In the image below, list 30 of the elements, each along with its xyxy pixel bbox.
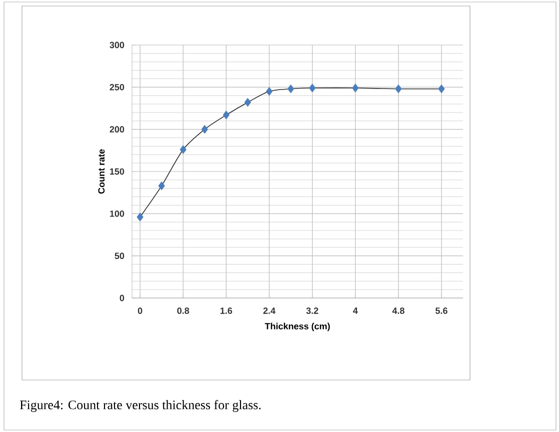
x-tick-label: 0 <box>138 308 142 314</box>
y-tick-label: 100 <box>110 210 124 217</box>
point <box>308 84 316 92</box>
x-tick-label: 4 <box>353 308 358 314</box>
y-tick-label: 300 <box>110 42 124 48</box>
point <box>136 212 144 222</box>
y-tick-label: 150 <box>110 168 124 175</box>
y-axis-title: Count rate <box>98 149 105 194</box>
x-tick-label: 4.8 <box>392 308 404 314</box>
y-tick-label: 200 <box>110 126 124 133</box>
x-tick-label: 2.4 <box>263 308 276 314</box>
x-tick-label: 1.6 <box>220 308 232 314</box>
point <box>244 98 252 107</box>
point <box>287 84 294 94</box>
point <box>222 110 230 120</box>
point <box>352 84 359 92</box>
y-tick-label: 0 <box>120 294 124 302</box>
x-tick-label: 3.2 <box>306 308 318 314</box>
point <box>158 181 165 190</box>
x-tick-label: 0.8 <box>177 308 190 314</box>
y-tick-label: 250 <box>110 84 124 90</box>
point <box>438 84 445 94</box>
point <box>266 86 273 96</box>
point <box>201 124 208 134</box>
point <box>180 145 186 154</box>
point <box>395 84 402 94</box>
y-tick-label: 50 <box>114 252 124 260</box>
x-axis-title: Thickness (cm) <box>264 322 330 332</box>
caption: Figure4: Count rate versus thickness for glass. <box>20 400 261 412</box>
x-tick-label: 5.6 <box>436 308 448 314</box>
